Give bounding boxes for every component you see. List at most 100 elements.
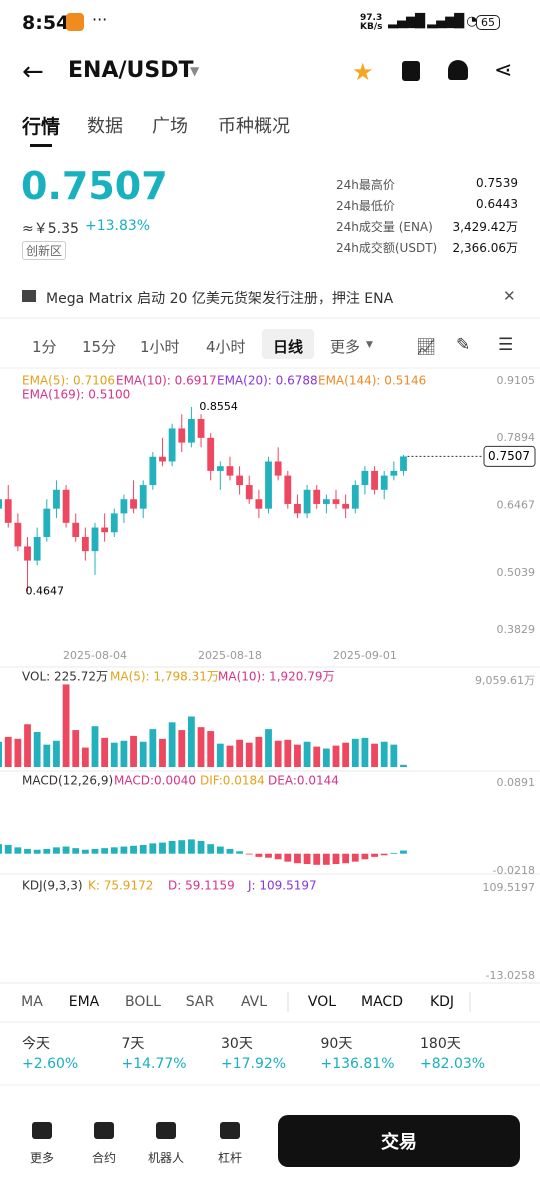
news[interactable]: Mega Matrix 启动 20 亿美元货架发行注册，押注 ENA — [46, 291, 394, 307]
speed-unit: KB/s — [360, 22, 383, 32]
nav-label[interactable]: 杠杆 — [217, 1151, 242, 1165]
sub-tab[interactable]: KDJ — [430, 994, 454, 1010]
candle-body — [284, 475, 292, 504]
candle-body — [274, 461, 282, 476]
candle-body — [0, 499, 2, 509]
candle-body — [139, 485, 147, 509]
volume-bar — [139, 741, 147, 767]
candle-body — [255, 499, 263, 509]
share[interactable]: ⋖ — [494, 58, 513, 83]
period-value: +14.77% — [121, 1056, 187, 1072]
sub-tab[interactable]: MACD — [361, 994, 403, 1010]
macd-bar — [284, 853, 292, 862]
kdj-tick-label: 109.5197 — [483, 881, 536, 894]
candle-body — [207, 437, 215, 471]
interval[interactable]: 1小时 — [140, 338, 180, 356]
candle-body — [130, 499, 137, 509]
period-value: +82.03% — [420, 1056, 486, 1072]
stat-value: 0.7539 — [476, 176, 518, 190]
candle-body — [265, 461, 272, 509]
macd-bar — [43, 848, 51, 854]
nav-icon[interactable] — [220, 1122, 240, 1139]
candle-body — [342, 503, 350, 509]
last-price: 0.7507 — [21, 164, 168, 208]
candle-body — [72, 522, 80, 537]
trade-button[interactable]: 交易 — [278, 1115, 520, 1167]
volume-bar — [390, 744, 398, 767]
volume-bar — [255, 736, 263, 767]
macd-bar — [265, 853, 272, 858]
candle-body — [91, 527, 99, 552]
volume-bar — [62, 684, 70, 767]
volume-bar — [149, 729, 157, 767]
macd-tick-label: -0.0218 — [493, 864, 535, 877]
candle-body — [313, 489, 321, 504]
volume-bar — [322, 748, 330, 767]
app-icon — [66, 13, 84, 31]
indicator-tab[interactable]: AVL — [241, 994, 267, 1010]
y-tick-label: 0.9105 — [497, 374, 536, 387]
nav-label[interactable]: 更多 — [29, 1151, 54, 1165]
interval[interactable]: 日线 — [273, 338, 304, 356]
alert-icon[interactable] — [448, 60, 468, 80]
pair[interactable]: ENA/USDT — [68, 58, 194, 83]
settings-tool[interactable]: ☰ — [498, 335, 514, 355]
tab[interactable]: 行情 — [22, 116, 61, 138]
interval[interactable]: 更多 — [330, 338, 361, 356]
macd-bar — [120, 846, 128, 854]
macd-bar — [294, 853, 301, 864]
volume-bar — [342, 742, 350, 767]
vol-legend: MA(10): 1,920.79万 — [218, 670, 335, 684]
candle-body — [380, 475, 388, 490]
stat-label: 24h最低价 — [336, 199, 395, 213]
favorite[interactable]: ★ — [352, 58, 374, 86]
volume-bar — [91, 726, 99, 767]
candle-body — [197, 418, 205, 438]
close-news[interactable]: ✕ — [503, 287, 516, 305]
indicator-tab[interactable]: MA — [21, 994, 43, 1010]
candle-body — [4, 499, 12, 523]
back[interactable]: ← — [22, 57, 44, 87]
last-price-label: 0.7507 — [488, 449, 530, 463]
volume-bar — [236, 739, 243, 767]
tab[interactable]: 币种概况 — [218, 116, 290, 137]
volume-bar — [43, 744, 51, 767]
chart-tool[interactable]: 📈︎ — [416, 337, 437, 356]
indicator-tab[interactable]: EMA — [69, 994, 100, 1010]
nav-icon[interactable] — [94, 1122, 114, 1139]
tab[interactable]: 数据 — [87, 116, 123, 137]
macd-bar — [400, 850, 407, 854]
nav-label[interactable]: 合约 — [91, 1151, 116, 1165]
sub-tab[interactable]: VOL — [308, 994, 336, 1010]
interval-active-bg — [262, 329, 314, 359]
clock: 8:54 — [22, 12, 70, 34]
notes-icon[interactable] — [402, 61, 420, 81]
indicator-tab[interactable]: SAR — [186, 994, 215, 1010]
tab[interactable]: 广场 — [152, 116, 188, 137]
x-tick-label: 2025-08-04 — [63, 649, 127, 662]
volume-bar — [130, 735, 137, 767]
indicator-tab[interactable]: BOLL — [125, 994, 161, 1010]
macd-bar — [207, 844, 215, 854]
nav-label[interactable]: 机器人 — [147, 1151, 184, 1165]
candle-body — [159, 456, 166, 462]
candle-body — [351, 485, 359, 509]
last-price-box — [483, 445, 536, 467]
draw-tool[interactable]: ✎ — [456, 335, 471, 355]
macd-bar — [110, 847, 118, 854]
candle-body — [400, 456, 407, 471]
macd-legend: MACD(12,26,9) — [22, 774, 113, 788]
nav-icon[interactable] — [156, 1122, 176, 1139]
macd-bar — [351, 853, 359, 862]
interval[interactable]: 1分 — [32, 338, 57, 356]
interval[interactable]: 15分 — [82, 338, 117, 356]
volume-bar — [101, 737, 109, 767]
y-tick-label: 0.5039 — [497, 566, 536, 579]
macd-bar — [226, 848, 234, 854]
interval[interactable]: 4小时 — [206, 338, 246, 356]
candle-body — [303, 489, 311, 514]
macd-tick-label: 0.0891 — [497, 776, 536, 789]
nav-icon[interactable] — [32, 1122, 52, 1139]
volume-bar — [284, 739, 292, 767]
volume-bar — [197, 727, 205, 767]
